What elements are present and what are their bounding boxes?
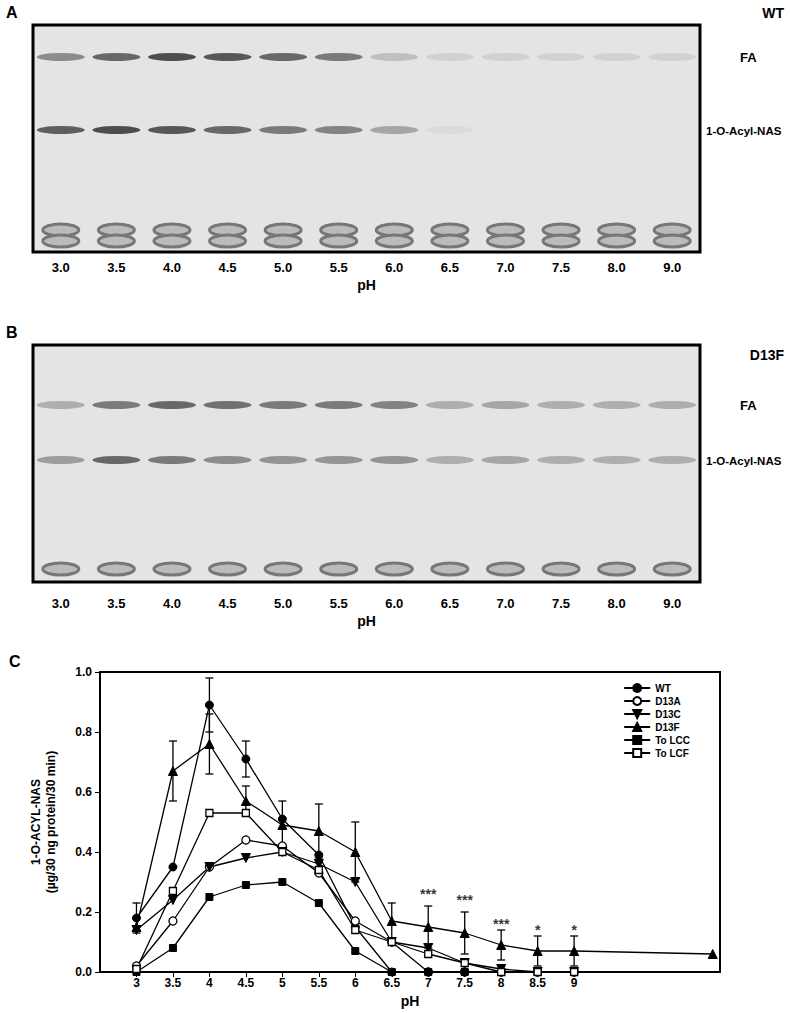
svg-text:To LCC: To LCC: [655, 735, 690, 746]
svg-text:9: 9: [571, 976, 578, 990]
svg-text:***: ***: [457, 892, 474, 908]
svg-text:4.0: 4.0: [163, 596, 181, 611]
svg-text:7.5: 7.5: [552, 596, 570, 611]
svg-text:D13C: D13C: [655, 709, 681, 720]
svg-text:FA: FA: [740, 50, 757, 65]
svg-text:9.0: 9.0: [663, 596, 681, 611]
svg-text:4: 4: [206, 976, 213, 990]
svg-text:*: *: [571, 922, 577, 938]
svg-text:8: 8: [498, 976, 505, 990]
svg-text:WT: WT: [655, 683, 671, 694]
svg-text:WT: WT: [762, 5, 784, 21]
svg-text:0.2: 0.2: [75, 905, 92, 919]
svg-text:B: B: [6, 324, 18, 341]
svg-text:0.4: 0.4: [75, 845, 92, 859]
svg-text:FA: FA: [740, 398, 757, 413]
svg-text:4.0: 4.0: [163, 260, 181, 275]
svg-text:3.0: 3.0: [52, 596, 70, 611]
svg-text:***: ***: [493, 916, 510, 932]
svg-text:5.5: 5.5: [310, 976, 327, 990]
svg-text:D13A: D13A: [655, 696, 681, 707]
svg-text:8.5: 8.5: [529, 976, 546, 990]
svg-text:1.0: 1.0: [75, 665, 92, 679]
svg-text:0.8: 0.8: [75, 725, 92, 739]
svg-text:8.0: 8.0: [608, 260, 626, 275]
svg-text:D13F: D13F: [750, 347, 785, 363]
svg-text:6.0: 6.0: [385, 596, 403, 611]
svg-text:8.0: 8.0: [608, 596, 626, 611]
svg-text:3.5: 3.5: [107, 596, 125, 611]
svg-text:5.0: 5.0: [274, 260, 292, 275]
svg-text:5.5: 5.5: [330, 596, 348, 611]
svg-text:7.5: 7.5: [456, 976, 473, 990]
svg-text:3.5: 3.5: [165, 976, 182, 990]
svg-text:5.0: 5.0: [274, 596, 292, 611]
svg-text:7.0: 7.0: [496, 596, 514, 611]
svg-text:0.0: 0.0: [75, 965, 92, 979]
svg-text:To LCF: To LCF: [655, 748, 689, 759]
svg-text:(µg/30 ng protein/30 min): (µg/30 ng protein/30 min): [44, 751, 58, 893]
svg-text:7.5: 7.5: [552, 260, 570, 275]
svg-text:***: ***: [420, 886, 437, 902]
svg-text:3.0: 3.0: [52, 260, 70, 275]
svg-text:5: 5: [279, 976, 286, 990]
svg-text:4.5: 4.5: [238, 976, 255, 990]
svg-text:6.5: 6.5: [383, 976, 400, 990]
svg-text:6.5: 6.5: [441, 596, 459, 611]
svg-text:pH: pH: [401, 993, 420, 1009]
svg-text:1-O-Acyl-NAS: 1-O-Acyl-NAS: [706, 455, 782, 467]
svg-text:pH: pH: [357, 277, 376, 293]
svg-text:A: A: [6, 4, 18, 21]
svg-text:7: 7: [425, 976, 432, 990]
svg-text:1-O-Acyl-NAS: 1-O-Acyl-NAS: [706, 125, 782, 137]
svg-text:6.5: 6.5: [441, 260, 459, 275]
svg-text:3: 3: [133, 976, 140, 990]
svg-text:4.5: 4.5: [219, 596, 237, 611]
svg-text:*: *: [535, 922, 541, 938]
svg-text:pH: pH: [357, 613, 376, 629]
svg-text:6: 6: [352, 976, 359, 990]
svg-text:4.5: 4.5: [219, 260, 237, 275]
svg-text:0.6: 0.6: [75, 785, 92, 799]
svg-text:9.0: 9.0: [663, 260, 681, 275]
svg-text:7.0: 7.0: [496, 260, 514, 275]
svg-text:C: C: [9, 653, 21, 670]
svg-text:5.5: 5.5: [330, 260, 348, 275]
svg-text:3.5: 3.5: [107, 260, 125, 275]
svg-text:1-O-ACYL-NAS: 1-O-ACYL-NAS: [29, 779, 43, 865]
svg-text:6.0: 6.0: [385, 260, 403, 275]
svg-text:D13F: D13F: [655, 722, 679, 733]
